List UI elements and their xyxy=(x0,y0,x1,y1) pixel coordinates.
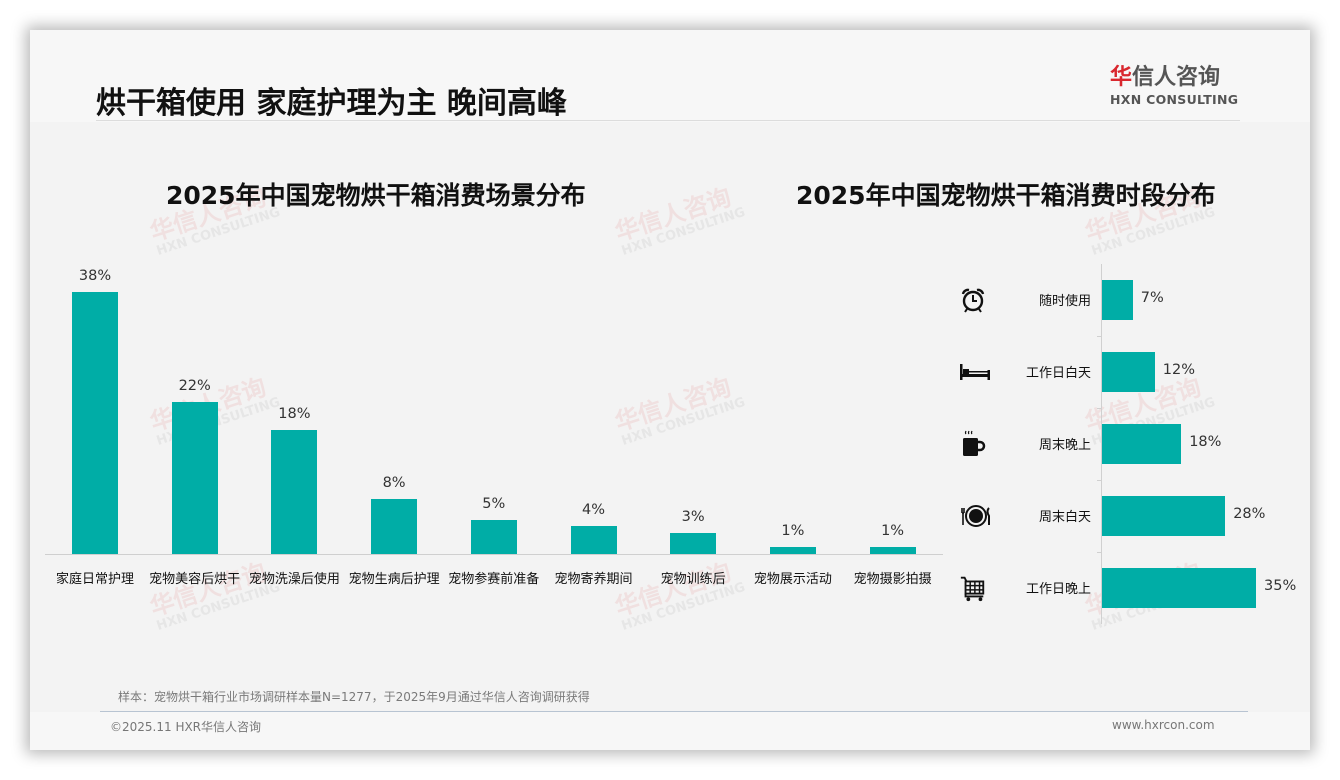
watermark-en: HXN CONSULTING xyxy=(1089,204,1218,259)
bar-group: 38% 家庭日常护理 xyxy=(45,260,145,590)
bar-row: 工作日白天 12% xyxy=(945,336,1310,408)
title-divider xyxy=(96,120,1240,121)
x-axis-line xyxy=(45,554,943,555)
category-label: 随时使用 xyxy=(1038,294,1091,309)
y-axis-line xyxy=(1101,264,1102,624)
category-label: 家庭日常护理 xyxy=(55,572,134,587)
category-label: 工作日晚上 xyxy=(1025,582,1091,597)
axis-tick xyxy=(1097,480,1102,481)
category-label: 宠物展示活动 xyxy=(753,572,832,587)
bar xyxy=(1102,352,1155,392)
scene-chart-title: 2025年中国宠物烘干箱消费场景分布 xyxy=(166,181,586,210)
bar-group: 1% 宠物展示活动 xyxy=(743,260,843,590)
logo-english: HXN CONSULTING xyxy=(1110,92,1239,107)
bar-value-label: 18% xyxy=(1189,434,1222,450)
bar-value-label: 5% xyxy=(482,495,506,512)
axis-tick xyxy=(1097,408,1102,409)
bar-group: 18% 宠物洗澡后使用 xyxy=(244,260,344,590)
bar xyxy=(72,292,118,554)
logo-mark: 华 xyxy=(1110,65,1133,90)
axis-tick xyxy=(1097,552,1102,553)
bar-group: 8% 宠物生病后护理 xyxy=(344,260,444,590)
bar-value-label: 38% xyxy=(78,268,112,284)
hot-drink-icon xyxy=(959,430,987,458)
bar-group: 4% 宠物寄养期间 xyxy=(544,260,644,590)
bar-row: 周末晚上 18% xyxy=(945,408,1310,480)
watermark-cn: 华信人咨询 xyxy=(611,182,735,247)
bar xyxy=(371,498,418,554)
category-label: 周末晚上 xyxy=(1038,438,1091,453)
bar-value-label: 1% xyxy=(881,523,905,540)
category-label: 宠物寄养期间 xyxy=(554,572,633,587)
watermark-en: HXN CONSULTING xyxy=(154,204,283,259)
bar xyxy=(171,402,218,554)
bar-group: 1% 宠物摄影拍摄 xyxy=(843,260,943,590)
bar-value-label: 4% xyxy=(581,502,605,519)
logo-name: 信人咨询 xyxy=(1132,65,1221,90)
category-label: 周末白天 xyxy=(1038,510,1091,525)
category-label: 宠物参赛前准备 xyxy=(448,572,540,587)
bar xyxy=(470,519,517,554)
bar-group: 5% 宠物参赛前准备 xyxy=(444,260,544,590)
bar-row: 工作日晚上 35% xyxy=(945,552,1310,624)
brand-logo: 华信人咨询 HXN CONSULTING xyxy=(1110,64,1250,108)
alarm-clock-icon xyxy=(959,286,987,314)
bar xyxy=(769,547,816,554)
bar-row: 周末白天 28% xyxy=(945,480,1310,552)
bar xyxy=(570,526,617,554)
axis-tick xyxy=(1097,336,1102,337)
category-label: 宠物美容后烘干 xyxy=(149,572,241,587)
category-label: 宠物训练后 xyxy=(660,572,726,587)
bed-icon xyxy=(959,358,990,386)
bar xyxy=(271,429,318,554)
slide: 烘干箱使用 家庭护理为主 晚间高峰 华信人咨询 HXN CONSULTING 华… xyxy=(30,30,1310,750)
category-label: 宠物洗澡后使用 xyxy=(248,572,340,587)
bar-value-label: 22% xyxy=(178,378,211,395)
bar-value-label: 1% xyxy=(781,523,805,540)
bar-value-label: 18% xyxy=(278,405,311,422)
footer-divider xyxy=(100,711,1248,712)
sample-note: 样本：宠物烘干箱行业市场调研样本量N=1277，于2025年9月通过华信人咨询调… xyxy=(118,690,590,704)
bar-value-label: 35% xyxy=(1264,578,1297,594)
bar-value-label: 7% xyxy=(1140,290,1164,306)
scene-bar-chart: 38% 家庭日常护理 22% 宠物美容后烘干 18% 宠物洗澡后使用 8% 宠物生病后护理 5%… xyxy=(45,260,943,590)
category-label: 宠物生病后护理 xyxy=(348,572,440,587)
page-title: 烘干箱使用 家庭护理为主 晚间高峰 xyxy=(96,86,567,121)
category-label: 宠物摄影拍摄 xyxy=(853,572,932,587)
bar-group: 3% 宠物训练后 xyxy=(643,260,743,590)
bar xyxy=(1102,568,1256,608)
timeslot-chart-title: 2025年中国宠物烘干箱消费时段分布 xyxy=(796,181,1216,210)
bar-value-label: 28% xyxy=(1233,506,1266,522)
bar-row: 随时使用 7% xyxy=(945,264,1310,336)
bar xyxy=(869,547,916,554)
bar-group: 22% 宠物美容后烘干 xyxy=(145,260,245,590)
website-link[interactable]: www.hxrcon.com xyxy=(1112,718,1215,732)
bar-value-label: 12% xyxy=(1162,362,1196,378)
bar xyxy=(670,533,717,554)
bar-value-label: 8% xyxy=(382,474,406,491)
shopping-cart-icon xyxy=(959,574,987,602)
logo-chinese: 华信人咨询 xyxy=(1110,64,1250,92)
header-band xyxy=(30,30,1310,122)
bar-value-label: 3% xyxy=(681,509,705,526)
bar xyxy=(1102,424,1182,464)
footer-band xyxy=(30,712,1310,750)
watermark-en: HXN CONSULTING xyxy=(619,204,748,259)
bar xyxy=(1102,280,1133,320)
copyright: ©2025.11 HXR华信人咨询 xyxy=(110,720,262,734)
bar xyxy=(1102,496,1226,536)
category-label: 工作日白天 xyxy=(1025,366,1091,381)
timeslot-bar-chart: 随时使用 7% 工作日白天 12% 周末晚上 18% 周末白天 28% 工作日晚上 35% xyxy=(945,264,1310,624)
dining-icon xyxy=(959,502,990,530)
